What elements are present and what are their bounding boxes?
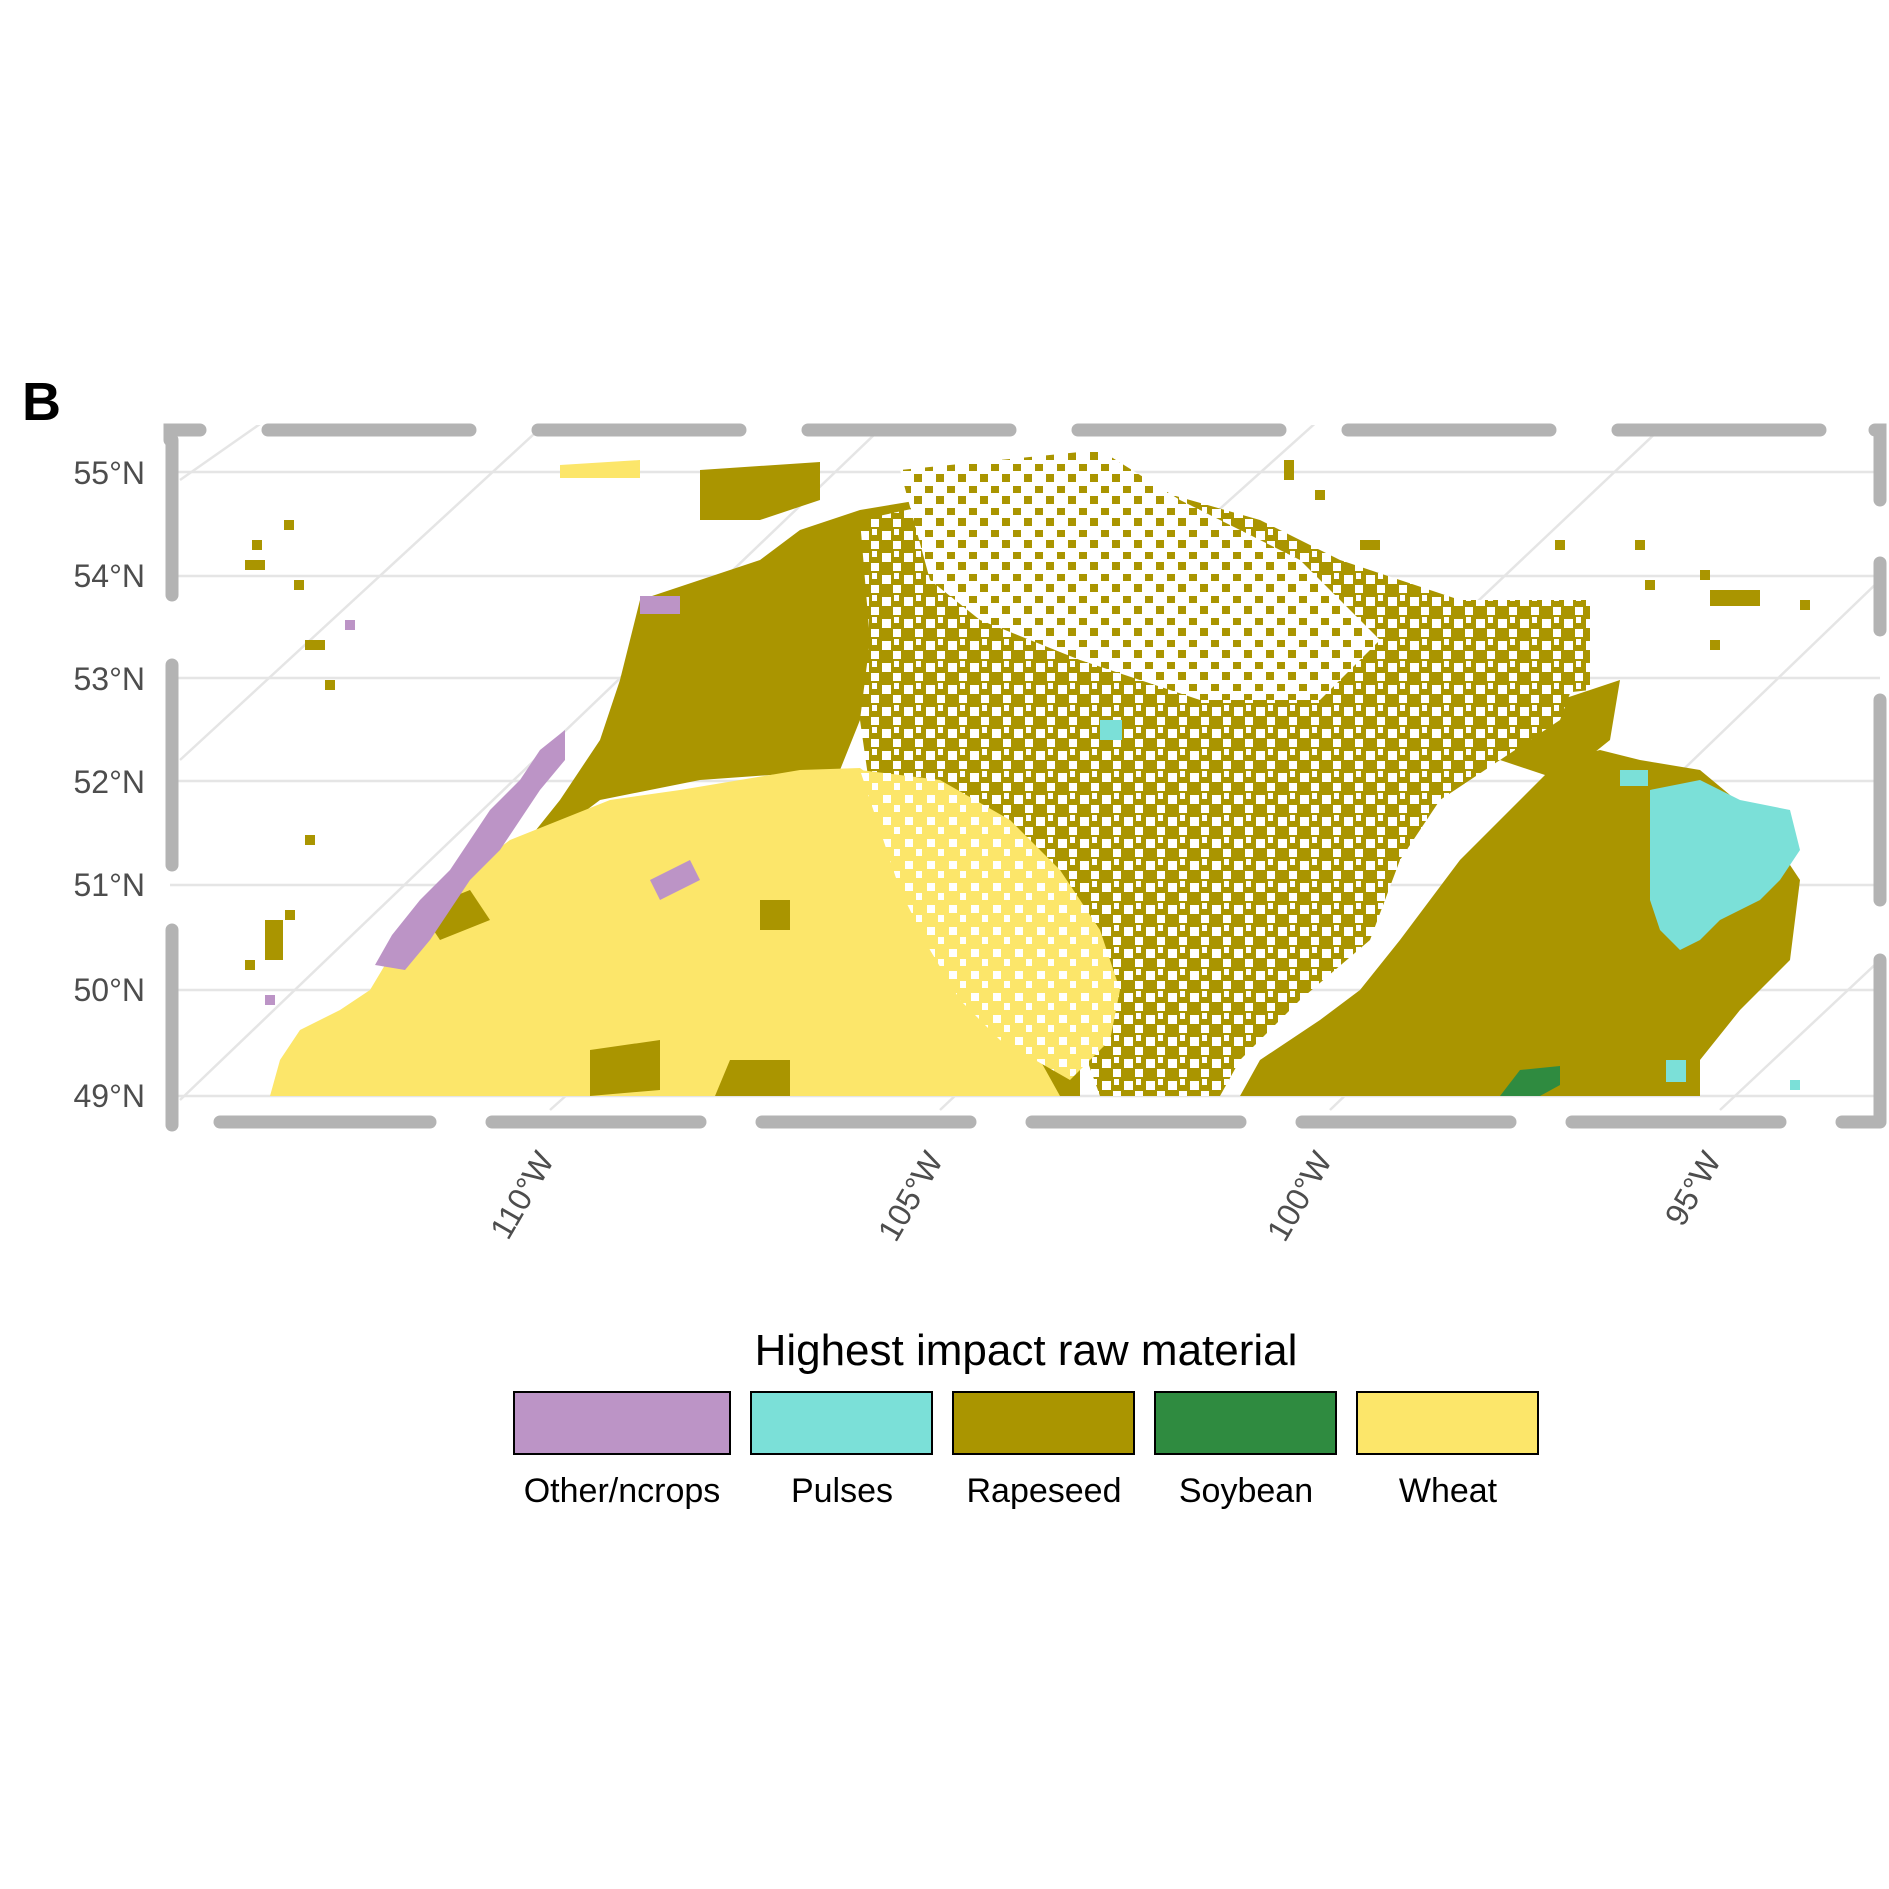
pulses-patch-west [1100, 720, 1122, 740]
legend-label-other-ncrops: Other/ncrops [524, 1472, 721, 1510]
panel-tag: B [22, 372, 61, 432]
pulses-cluster-east [1650, 780, 1800, 950]
soybean-patch [1500, 1066, 1560, 1096]
lon-tick-label: 110°W [483, 1145, 562, 1245]
lat-tick-label: 49°N [74, 1078, 146, 1114]
legend-label-wheat: Wheat [1399, 1472, 1498, 1510]
legend-label-rapeseed: Rapeseed [966, 1472, 1121, 1510]
other-ncrops-mid [650, 860, 700, 900]
wheat-region [270, 768, 1060, 1096]
other-ncrops-strip [375, 730, 565, 970]
wheat-speckle-strip [860, 770, 1120, 1080]
lat-tick-label: 54°N [74, 558, 146, 594]
lon-tick-label: 105°W [871, 1145, 951, 1247]
lon-tick-label: 100°W [1260, 1145, 1340, 1247]
lon-axis: 110°W 105°W 100°W 95°W [483, 1145, 1729, 1247]
rapeseed-region-east-b [1500, 680, 1620, 780]
wheat-top-fragment [560, 460, 640, 478]
legend-title: Highest impact raw material [755, 1326, 1298, 1375]
legend-swatch-other-ncrops [513, 1391, 731, 1455]
rapeseed-within-wheat-2 [590, 1040, 660, 1096]
other-ncrops-north [640, 596, 680, 614]
legend: Highest impact raw material Other/ncrops… [513, 1326, 1539, 1510]
lon-tick-label: 95°W [1658, 1145, 1729, 1232]
lat-tick-label: 52°N [74, 764, 146, 800]
panel-border [163, 423, 1887, 1132]
rapeseed-speckled-ne [1400, 600, 1590, 700]
lat-tick-label: 51°N [74, 867, 146, 903]
legend-label-pulses: Pulses [791, 1472, 893, 1510]
rapeseed-light-speckle [900, 450, 1380, 700]
lat-axis: 55°N 54°N 53°N 52°N 51°N 50°N 49°N [74, 455, 146, 1114]
crop-raster [245, 450, 1810, 1096]
rapeseed-region-north [420, 500, 930, 1000]
legend-swatch-wheat [1356, 1391, 1539, 1455]
legend-swatch-pulses [750, 1391, 933, 1455]
legend-label-soybean: Soybean [1179, 1472, 1313, 1510]
lat-tick-label: 55°N [74, 455, 146, 491]
rapeseed-region-northtop [700, 462, 820, 520]
pulses-patch-east-2 [1666, 1060, 1686, 1082]
lat-tick-label: 53°N [74, 661, 146, 697]
legend-swatch-soybean [1154, 1391, 1337, 1455]
pulses-patch-ne [1620, 770, 1648, 786]
legend-swatch-rapeseed [952, 1391, 1135, 1455]
outlying-cells [245, 460, 1810, 1090]
lat-tick-label: 50°N [74, 972, 146, 1008]
rapeseed-within-wheat-1 [715, 1060, 790, 1096]
rapeseed-within-wheat-3 [760, 900, 790, 930]
